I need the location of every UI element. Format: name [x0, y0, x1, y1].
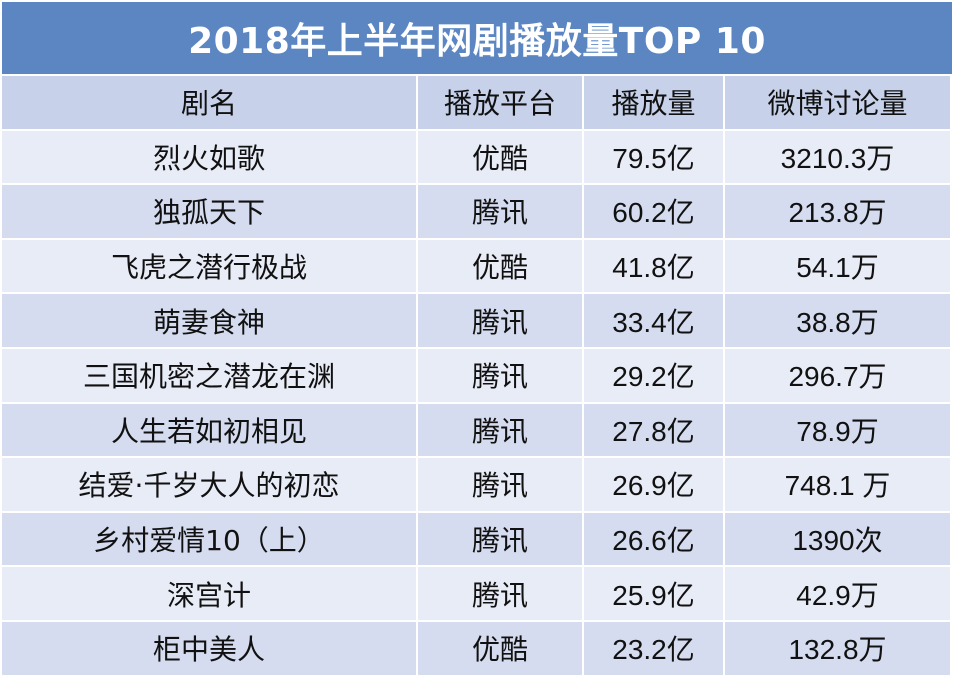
table-row: 乡村爱情10（上） 腾讯 26.6亿 1390次	[2, 512, 950, 566]
play-count-cell: 33.4亿	[584, 294, 723, 347]
drama-name-cell: 三国机密之潜龙在渊	[2, 348, 416, 402]
drama-name-cell: 深宫计	[2, 567, 416, 620]
platform-cell: 腾讯	[418, 403, 582, 457]
play-count-cell: 27.8亿	[584, 403, 723, 457]
header-play-count: 播放量	[584, 76, 723, 129]
drama-name-cell: 萌妻食神	[2, 294, 416, 347]
table-row: 人生若如初相见 腾讯 27.8亿 78.9万	[2, 403, 950, 457]
play-count-cell: 29.2亿	[584, 348, 723, 402]
platform-cell: 优酷	[418, 621, 582, 675]
play-count-cell: 41.8亿	[584, 239, 723, 293]
platform-cell: 腾讯	[418, 348, 582, 402]
weibo-count-cell: 132.8万	[725, 621, 950, 675]
weibo-count-cell: 1390次	[725, 512, 950, 566]
platform-cell: 腾讯	[418, 294, 582, 347]
platform-cell: 腾讯	[418, 458, 582, 511]
platform-cell: 腾讯	[418, 185, 582, 238]
ranking-table: 剧名 播放平台 播放量 微博讨论量 烈火如歌 优酷 79.5亿 3210.3万 …	[0, 74, 952, 677]
header-weibo-discussion: 微博讨论量	[725, 76, 950, 129]
play-count-cell: 79.5亿	[584, 130, 723, 184]
drama-name-cell: 乡村爱情10（上）	[2, 512, 416, 566]
play-count-cell: 23.2亿	[584, 621, 723, 675]
weibo-count-cell: 54.1万	[725, 239, 950, 293]
drama-name-cell: 人生若如初相见	[2, 403, 416, 457]
drama-name-cell: 烈火如歌	[2, 130, 416, 184]
weibo-count-cell: 748.1 万	[725, 458, 950, 511]
header-row: 剧名 播放平台 播放量 微博讨论量	[2, 76, 950, 129]
table-row: 结爱·千岁大人的初恋 腾讯 26.9亿 748.1 万	[2, 458, 950, 511]
play-count-cell: 25.9亿	[584, 567, 723, 620]
drama-name-cell: 结爱·千岁大人的初恋	[2, 458, 416, 511]
table-title: 2018年上半年网剧播放量TOP 10	[2, 2, 952, 74]
drama-name-cell: 柜中美人	[2, 621, 416, 675]
weibo-count-cell: 3210.3万	[725, 130, 950, 184]
platform-cell: 腾讯	[418, 567, 582, 620]
platform-cell: 优酷	[418, 130, 582, 184]
platform-cell: 腾讯	[418, 512, 582, 566]
weibo-count-cell: 213.8万	[725, 185, 950, 238]
weibo-count-cell: 42.9万	[725, 567, 950, 620]
drama-name-cell: 飞虎之潜行极战	[2, 239, 416, 293]
weibo-count-cell: 78.9万	[725, 403, 950, 457]
weibo-count-cell: 296.7万	[725, 348, 950, 402]
table-row: 烈火如歌 优酷 79.5亿 3210.3万	[2, 130, 950, 184]
table-row: 深宫计 腾讯 25.9亿 42.9万	[2, 567, 950, 620]
header-drama-name: 剧名	[2, 76, 416, 129]
drama-name-cell: 独孤天下	[2, 185, 416, 238]
play-count-cell: 26.6亿	[584, 512, 723, 566]
table-row: 三国机密之潜龙在渊 腾讯 29.2亿 296.7万	[2, 348, 950, 402]
table-row: 飞虎之潜行极战 优酷 41.8亿 54.1万	[2, 239, 950, 293]
weibo-count-cell: 38.8万	[725, 294, 950, 347]
platform-cell: 优酷	[418, 239, 582, 293]
table-row: 独孤天下 腾讯 60.2亿 213.8万	[2, 185, 950, 238]
play-count-cell: 60.2亿	[584, 185, 723, 238]
table-row: 柜中美人 优酷 23.2亿 132.8万	[2, 621, 950, 675]
table-row: 萌妻食神 腾讯 33.4亿 38.8万	[2, 294, 950, 347]
header-platform: 播放平台	[418, 76, 582, 129]
play-count-cell: 26.9亿	[584, 458, 723, 511]
